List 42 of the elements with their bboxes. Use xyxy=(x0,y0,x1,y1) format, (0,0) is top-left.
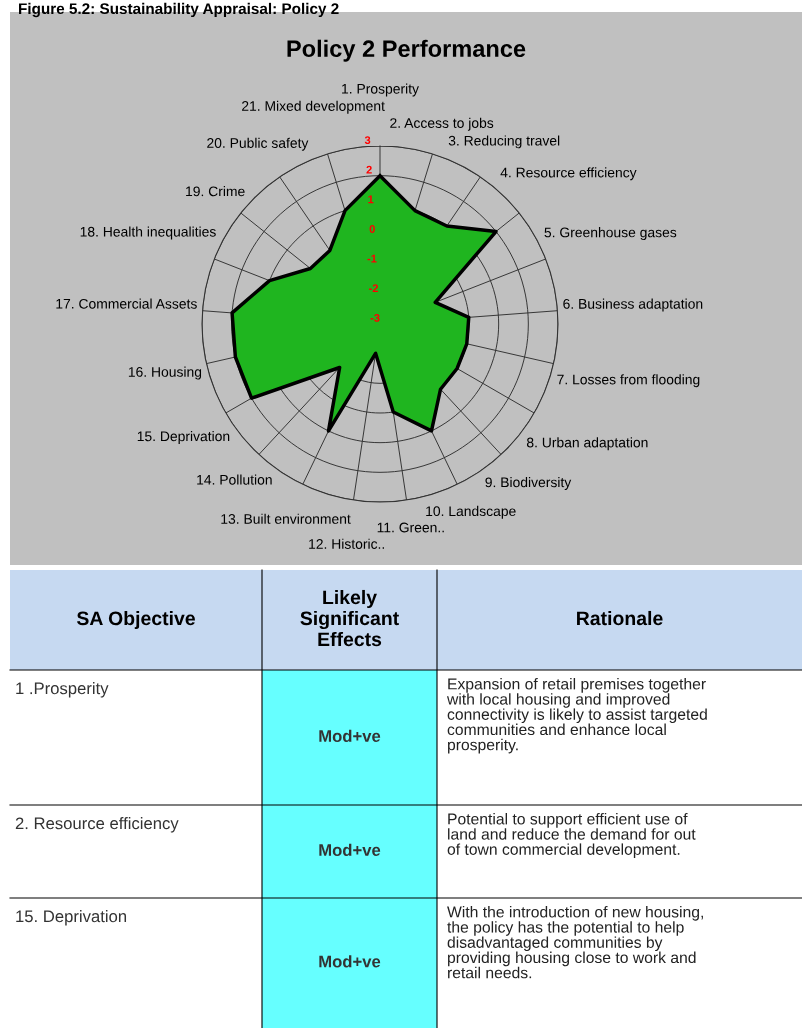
spoke-label: 10. Landscape xyxy=(426,505,516,519)
spoke-label: 6. Business adaptation xyxy=(563,298,703,312)
spoke-label: 5. Greenhouse gases xyxy=(544,227,677,241)
chart-title: Policy 2 Performance xyxy=(287,39,526,62)
spoke-label: 1. Prosperity xyxy=(342,83,419,97)
text: SA Objective xyxy=(76,610,195,630)
spoke-label: 18. Health inequalities xyxy=(80,226,216,240)
spoke-label: 14. Pollution xyxy=(197,474,272,485)
spoke-label: 7. Losses from flooding xyxy=(557,374,700,388)
text: Rationale xyxy=(577,610,663,626)
text: Mod+ve xyxy=(319,843,381,856)
y-tick-label: 1 xyxy=(368,195,374,204)
spoke-label: 11. Green.. xyxy=(377,522,444,533)
spoke-label: 15. Deprivation xyxy=(137,431,230,444)
text: 2. Resource efficiency xyxy=(15,817,179,833)
spoke-label: 20. Public safety xyxy=(207,137,309,151)
text: 1 .Prosperity xyxy=(16,682,109,698)
spoke-label: 8. Urban adaptation xyxy=(526,437,648,451)
y-tick-label: -1 xyxy=(367,254,377,263)
spoke-label: 3. Reducing travel xyxy=(448,135,560,149)
y-tick-label: 0 xyxy=(369,225,375,233)
text: Likely Significant Effects xyxy=(300,589,399,647)
text: 15. Deprivation xyxy=(16,910,127,926)
text: With the introduction of new housing, the policy has the potential to help disadvantaged communities by providing housing close to work and retail needs. xyxy=(447,906,703,979)
spoke-label: 19. Crime xyxy=(186,186,245,197)
spoke-label: 13. Built environment xyxy=(221,513,351,524)
text: Mod+ve xyxy=(319,729,381,742)
y-tick-label: -3 xyxy=(370,313,380,322)
spoke-label: 16. Housing xyxy=(128,366,202,380)
text: Expansion of retail premises together with local housing and improved connectivity is likely to assist targeted communities and enhance local prosperity. xyxy=(446,678,707,754)
spoke-label: 17. Commercial Assets xyxy=(56,298,197,309)
caption: Figure 5.2: Sustainability Appraisal: Policy 2 xyxy=(19,2,339,18)
text: Mod+ve xyxy=(319,955,381,968)
text: Potential to support efficient use of land and reduce the demand for out of town commercial development. xyxy=(447,813,696,859)
y-tick-label: 3 xyxy=(364,136,371,145)
spoke-label: 9. Biodiversity xyxy=(485,477,572,490)
spoke-label: 12. Historic.. xyxy=(309,538,384,549)
spoke-label: 21. Mixed development xyxy=(242,100,385,114)
spoke-label: 2. Access to jobs xyxy=(390,117,494,131)
y-tick-label: 2 xyxy=(366,165,372,174)
spoke-label: 4. Resource efficiency xyxy=(500,167,637,181)
y-tick-label: -2 xyxy=(369,284,378,293)
